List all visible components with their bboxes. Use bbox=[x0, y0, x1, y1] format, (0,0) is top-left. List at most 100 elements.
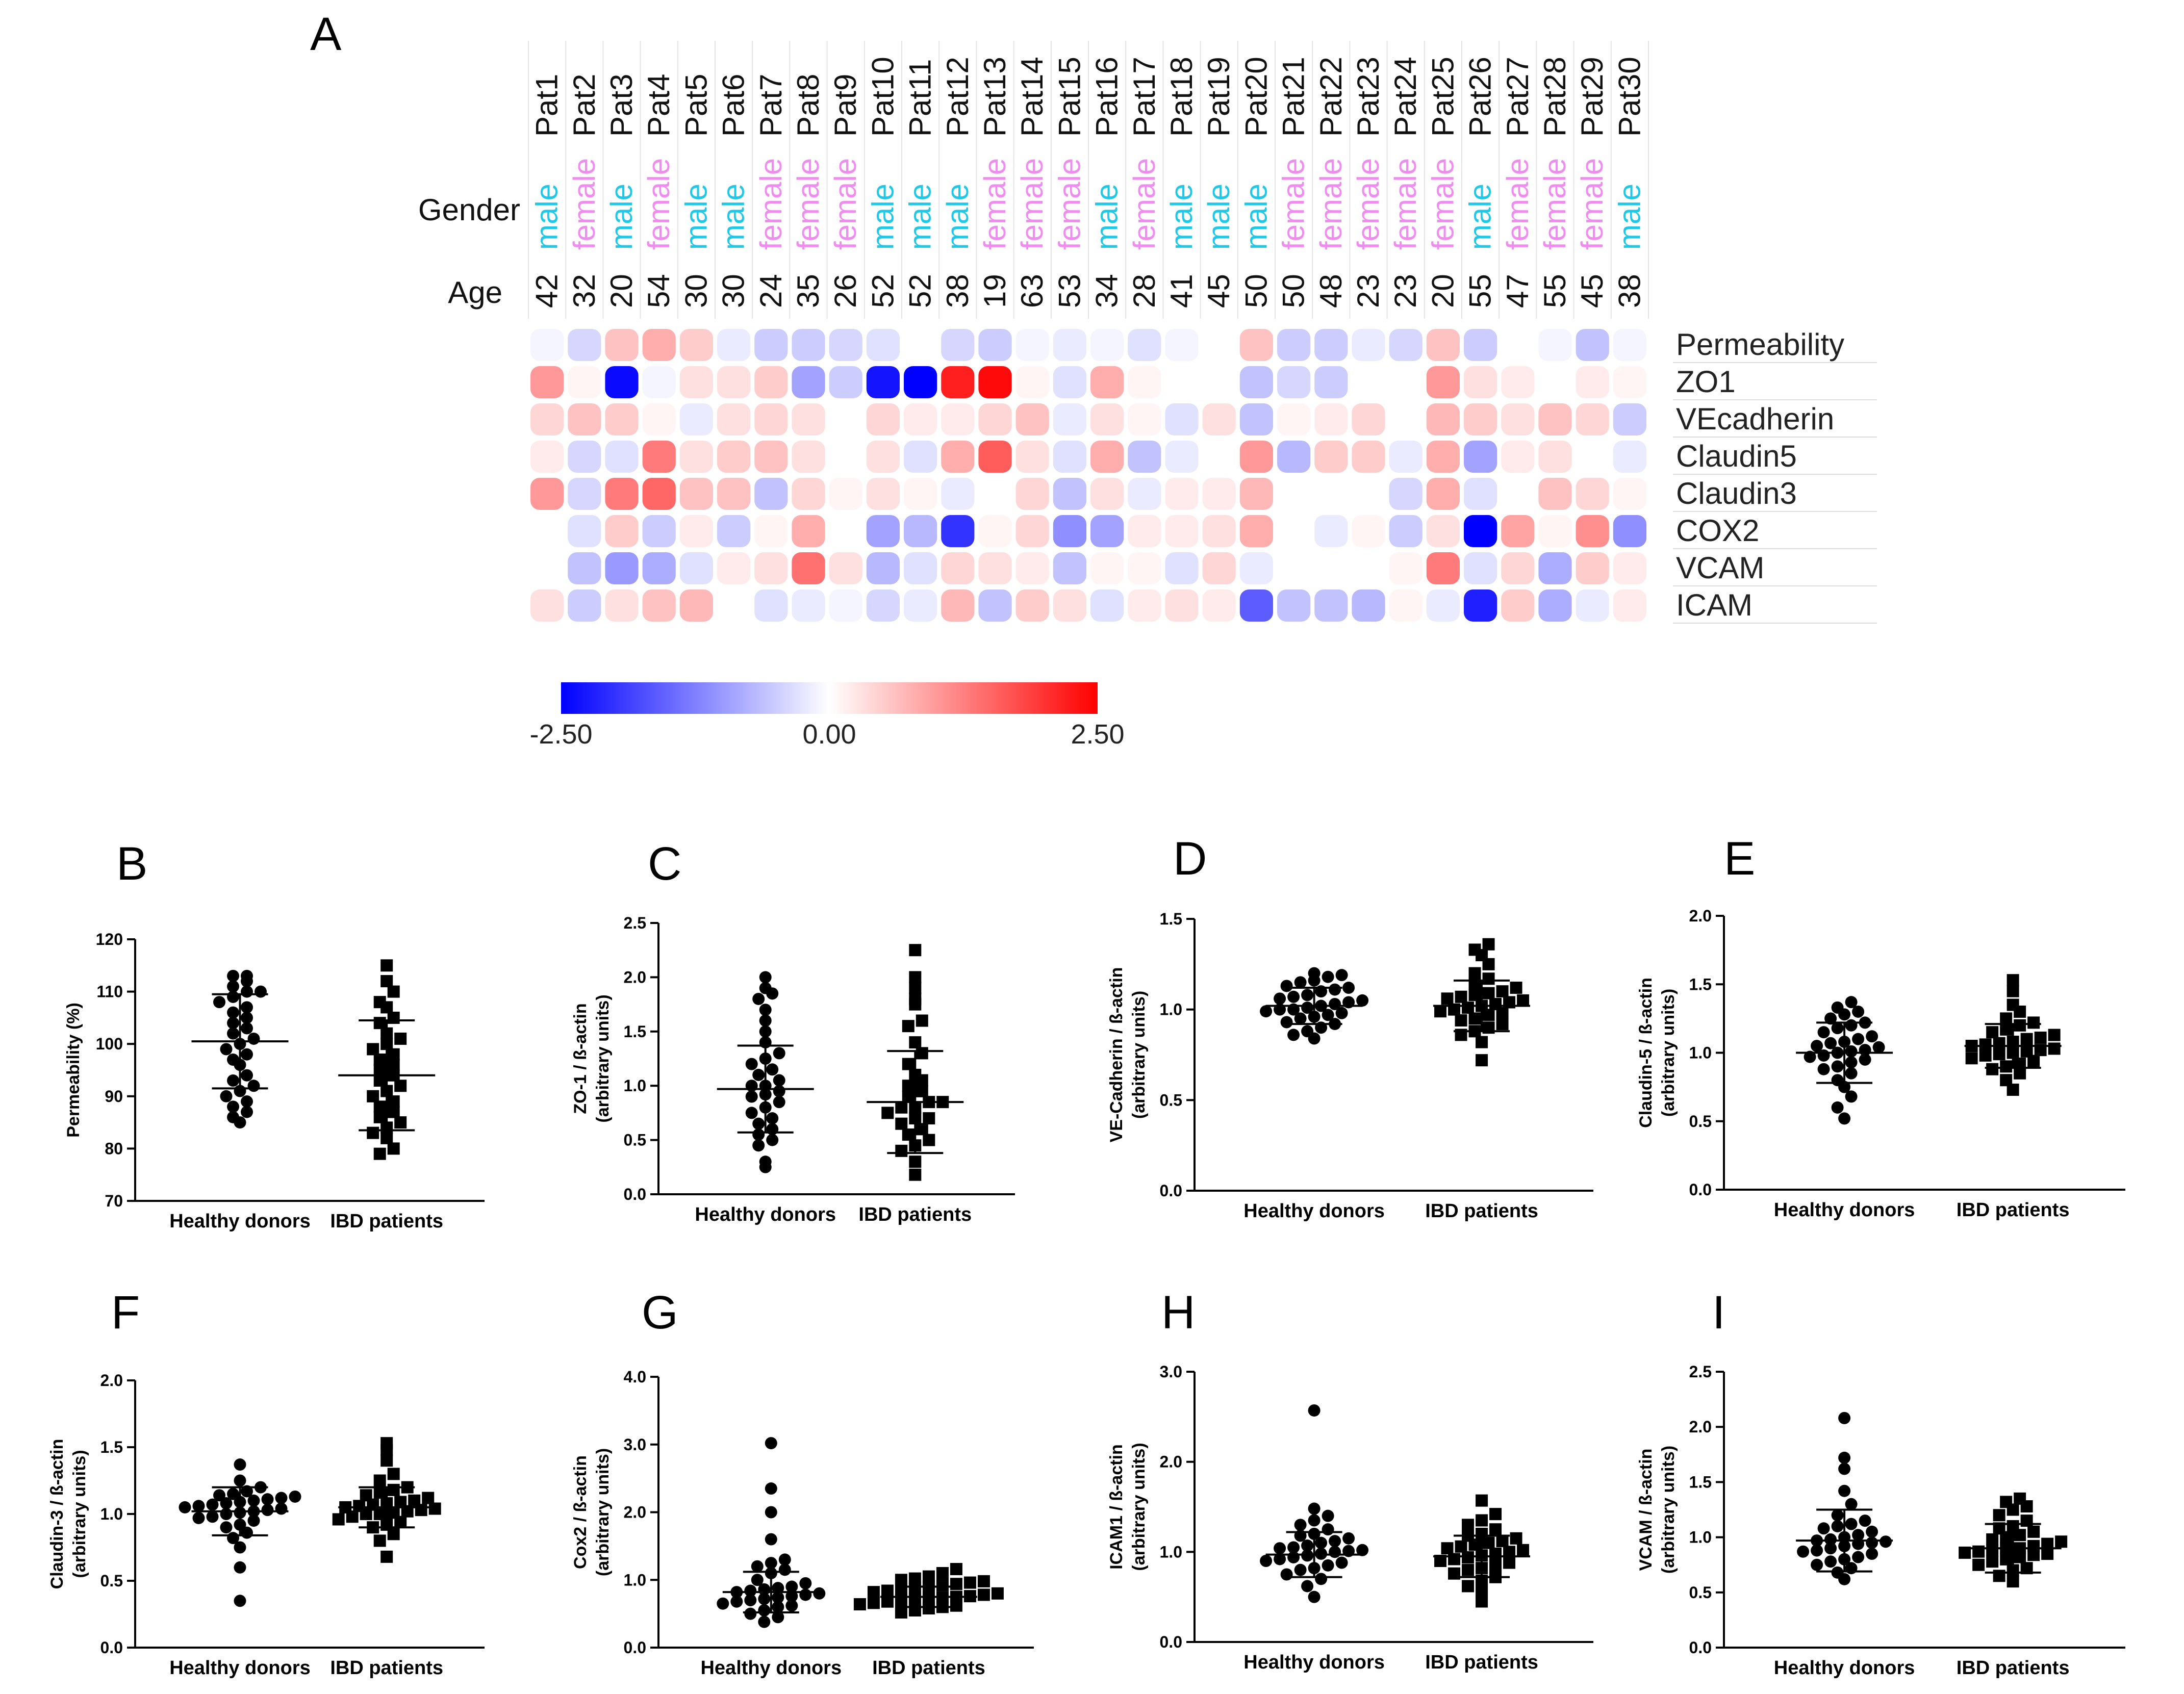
data-point bbox=[241, 1069, 253, 1082]
heatmap-cell bbox=[1613, 552, 1646, 584]
heatmap-cell bbox=[1352, 589, 1385, 622]
data-point bbox=[799, 1577, 812, 1589]
heatmap-cell bbox=[904, 478, 937, 510]
heatmap-cell bbox=[866, 366, 900, 398]
data-point bbox=[220, 1497, 233, 1510]
data-point bbox=[977, 1588, 990, 1601]
heatmap-cell bbox=[1576, 403, 1609, 435]
data-point bbox=[902, 1058, 915, 1070]
data-point bbox=[752, 1128, 765, 1141]
heatmap-cell bbox=[866, 589, 900, 622]
row-label: ZO1 bbox=[1676, 365, 1736, 399]
data-point bbox=[766, 1123, 779, 1136]
heatmap-cell bbox=[642, 403, 676, 435]
data-point bbox=[387, 1095, 400, 1108]
age-value: 26 bbox=[828, 274, 862, 308]
y-tick-label: 1.0 bbox=[1689, 1044, 1712, 1062]
heatmap-cell bbox=[941, 589, 975, 622]
heatmap-cell bbox=[1389, 329, 1423, 361]
data-point bbox=[936, 1567, 949, 1579]
heatmap-cell bbox=[568, 552, 601, 584]
heatmap-cell bbox=[717, 589, 751, 622]
heatmap-cell bbox=[1277, 329, 1311, 361]
heatmap-cell bbox=[978, 366, 1012, 398]
y-tick-label: 0.0 bbox=[624, 1185, 646, 1203]
heatmap-cell bbox=[1426, 478, 1460, 510]
y-axis-label: VCAM / ß-actin bbox=[1636, 1449, 1656, 1571]
data-point bbox=[1845, 1067, 1858, 1080]
data-point bbox=[1986, 1063, 1999, 1075]
data-point bbox=[1496, 985, 1509, 998]
data-point bbox=[909, 1036, 922, 1049]
heatmap-cell bbox=[1165, 366, 1199, 398]
data-point bbox=[380, 1550, 393, 1563]
data-point bbox=[752, 1139, 765, 1152]
heatmap-cell bbox=[1538, 403, 1572, 435]
data-point bbox=[751, 1560, 764, 1573]
y-axis-label: (arbitrary units) bbox=[1659, 989, 1678, 1117]
data-point bbox=[2007, 998, 2019, 1011]
data-point bbox=[1797, 1545, 1810, 1558]
data-point bbox=[1329, 983, 1341, 996]
data-point bbox=[1866, 1548, 1878, 1560]
data-point bbox=[759, 971, 772, 984]
data-point bbox=[220, 1508, 233, 1520]
data-point bbox=[881, 1584, 894, 1597]
age-value: 28 bbox=[1127, 274, 1161, 308]
y-tick-label: 1.0 bbox=[100, 1505, 123, 1523]
data-point bbox=[909, 1156, 922, 1168]
colorbar-max-label: 2.50 bbox=[1071, 719, 1124, 750]
age-value: 34 bbox=[1090, 274, 1124, 308]
heatmap-cell bbox=[1464, 441, 1497, 473]
data-point bbox=[1804, 1050, 1816, 1063]
heatmap-cell bbox=[1501, 366, 1535, 398]
data-point bbox=[1294, 1519, 1307, 1531]
data-point bbox=[799, 1588, 812, 1601]
heatmap-cell bbox=[1165, 403, 1199, 435]
panel-letter: H bbox=[1161, 1287, 1195, 1339]
data-point bbox=[916, 1047, 928, 1060]
data-point bbox=[1294, 1563, 1307, 1576]
data-point bbox=[220, 1043, 233, 1056]
age-value: 50 bbox=[1239, 274, 1273, 308]
data-point bbox=[2000, 1060, 2013, 1073]
data-point bbox=[1838, 1484, 1851, 1497]
data-point bbox=[2007, 974, 2019, 987]
patient-label: Pat10 bbox=[866, 57, 900, 137]
age-value: 30 bbox=[717, 274, 751, 308]
data-point bbox=[2034, 1031, 2047, 1044]
x-category-label: Healthy donors bbox=[1774, 1199, 1915, 1221]
gender-value: male bbox=[604, 184, 639, 250]
data-point bbox=[908, 1593, 921, 1606]
data-point bbox=[1859, 1044, 1871, 1057]
heatmap-cell bbox=[1426, 441, 1460, 473]
heatmap-cell bbox=[1501, 329, 1535, 361]
data-point bbox=[895, 1117, 908, 1130]
data-point bbox=[387, 1048, 400, 1061]
heatmap-cell bbox=[1352, 329, 1385, 361]
data-point bbox=[1489, 998, 1502, 1011]
panel-letter: E bbox=[1724, 833, 1755, 885]
heatmap-cell bbox=[1239, 552, 1273, 584]
heatmap-cell bbox=[1464, 478, 1497, 510]
data-point bbox=[2014, 1492, 2026, 1505]
data-point bbox=[227, 1006, 239, 1019]
gender-value: male bbox=[530, 184, 564, 250]
data-point bbox=[1322, 970, 1334, 983]
gender-value: male bbox=[679, 184, 713, 250]
data-point bbox=[1979, 1049, 1992, 1062]
gender-value: female bbox=[1277, 158, 1311, 250]
heatmap-cell bbox=[1501, 515, 1535, 547]
heatmap-cell bbox=[792, 441, 825, 473]
data-point bbox=[1308, 967, 1320, 980]
x-category-label: Healthy donors bbox=[695, 1204, 836, 1225]
data-point bbox=[247, 1494, 260, 1507]
heatmap-cell bbox=[1352, 515, 1385, 547]
y-tick-label: 1.5 bbox=[1689, 1473, 1712, 1491]
data-point bbox=[179, 1501, 191, 1513]
data-point bbox=[1866, 1536, 1878, 1549]
data-point bbox=[380, 1132, 393, 1144]
heatmap-cell bbox=[1464, 515, 1497, 547]
heatmap-cell bbox=[1538, 552, 1572, 584]
y-tick-label: 70 bbox=[105, 1192, 123, 1210]
